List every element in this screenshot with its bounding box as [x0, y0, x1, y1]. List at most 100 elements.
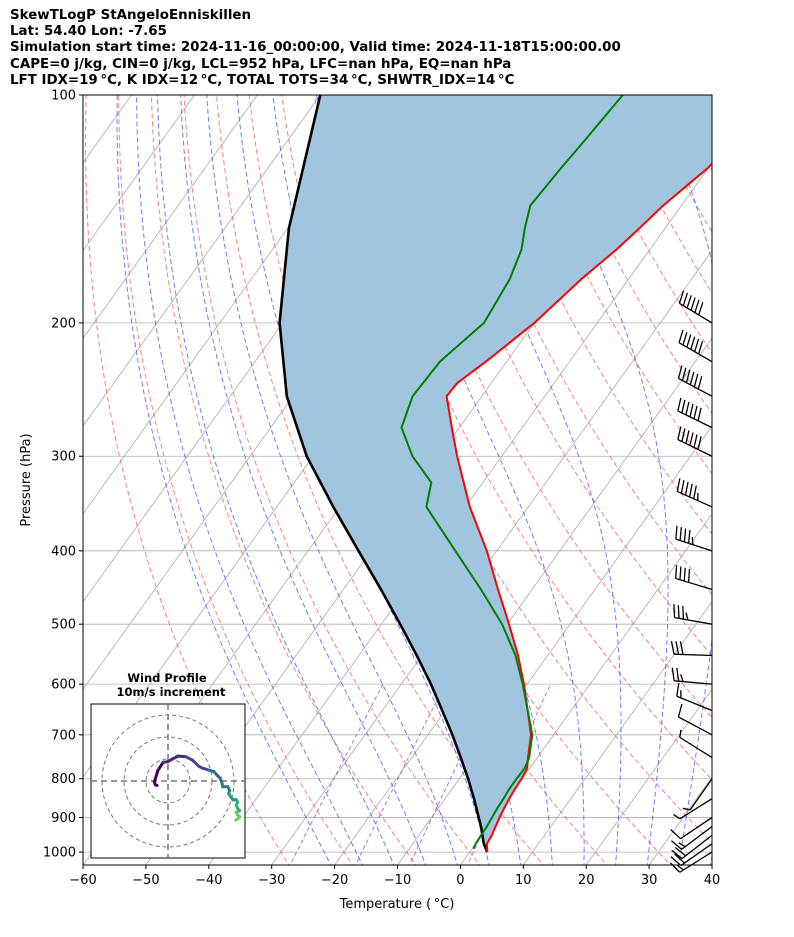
- barb-flag: [674, 853, 685, 864]
- hodograph-segment: [156, 760, 165, 772]
- barb-staff: [676, 695, 713, 712]
- barb-flag: [676, 682, 680, 697]
- barb-flag: [678, 842, 686, 848]
- barb-flag: [685, 430, 690, 444]
- y-tick-label: 100: [51, 89, 76, 104]
- wind-barb: [673, 604, 713, 625]
- barb-flag: [680, 480, 685, 494]
- moist-adiabat-line: [532, 95, 669, 865]
- hodograph-point: [161, 760, 165, 764]
- hodograph-segment: [152, 768, 160, 784]
- wind-barb: [670, 816, 713, 840]
- barb-flag: [684, 481, 689, 496]
- mixing-ratio-line: [355, 683, 446, 865]
- barb-flag: [686, 295, 692, 309]
- hodograph-point: [236, 813, 239, 817]
- y-tick-label: 700: [51, 728, 76, 743]
- moist-adiabat-line: [370, 95, 585, 865]
- hodograph-point: [228, 789, 232, 792]
- hodograph-title: Wind Profile: [127, 671, 207, 685]
- moist-adiabat-line: [206, 95, 458, 865]
- hodograph-ring: [123, 736, 213, 826]
- x-tick-label: −40: [195, 873, 222, 888]
- wind-barb: [676, 682, 713, 712]
- y-tick-label: 400: [51, 544, 76, 559]
- barb-staff: [674, 616, 713, 625]
- y-tick-label: 200: [51, 316, 76, 331]
- barb-flag: [689, 432, 694, 446]
- x-axis-label: Temperature ( °C): [339, 897, 455, 912]
- dry-adiabat-line: [672, 95, 712, 172]
- isotherm-line: [208, 162, 712, 865]
- x-tick-label: −60: [69, 873, 96, 888]
- barb-flag: [693, 485, 697, 499]
- barb-flag: [670, 829, 681, 840]
- barb-flag: [681, 428, 686, 442]
- wind-barb: [682, 778, 713, 811]
- dry-adiabat-line: [183, 95, 481, 865]
- moist-adiabat-line: [180, 95, 427, 865]
- chart-title: SkewTLogP StAngeloEnniskillen: [10, 8, 252, 23]
- barb-flag: [679, 566, 682, 580]
- x-tick-label: −20: [321, 873, 348, 888]
- moist-adiabat-line: [116, 95, 332, 865]
- hodograph-point: [184, 755, 188, 759]
- hodograph-ring: [145, 758, 191, 804]
- barb-flag: [679, 641, 684, 655]
- hodograph-point: [152, 780, 156, 784]
- x-tick-label: 10: [515, 873, 532, 888]
- x-tick-label: 20: [578, 873, 595, 888]
- y-tick-label: 1000: [43, 846, 76, 861]
- barb-staff: [675, 577, 713, 591]
- barb-flag: [677, 365, 683, 379]
- barb-flag: [690, 336, 696, 350]
- barb-flag: [697, 407, 702, 421]
- y-axis-label: Pressure (hPa): [19, 433, 34, 526]
- wind-barbs: [669, 290, 713, 873]
- barb-staff: [679, 302, 713, 324]
- isotherm-line: [83, 95, 321, 427]
- barb-flag: [675, 641, 680, 655]
- hodograph-point: [197, 764, 200, 768]
- hodograph-point: [234, 798, 238, 802]
- hodograph-point: [218, 777, 222, 780]
- isotherm-line: [0, 78, 18, 868]
- barb-staff: [689, 778, 713, 811]
- barb-flag: [689, 403, 694, 418]
- dry-adiabat-line: [118, 95, 354, 865]
- hodograph-point: [236, 800, 240, 804]
- y-tick-label: 800: [51, 772, 76, 787]
- wind-barb: [671, 825, 713, 850]
- barb-staff: [680, 843, 713, 867]
- barb-staff: [674, 680, 713, 685]
- moist-adiabat-line: [157, 95, 395, 865]
- barb-flag: [671, 840, 683, 850]
- hodograph-point: [236, 806, 239, 810]
- dry-adiabat-line: [216, 95, 545, 865]
- wind-barb: [678, 329, 713, 363]
- hodograph-point: [156, 769, 160, 772]
- barb-flag: [676, 667, 680, 682]
- cin-shading: [279, 95, 712, 853]
- barb-flag: [682, 807, 691, 811]
- barb-staff: [678, 377, 713, 397]
- dry-adiabat-line: [639, 95, 712, 233]
- barb-flag: [693, 434, 698, 448]
- barb-flag: [677, 397, 682, 412]
- hodograph-point: [234, 803, 238, 807]
- barb-staff: [677, 490, 713, 508]
- y-tick-label: 300: [51, 450, 76, 465]
- barb-flag: [694, 338, 700, 352]
- barb-flag: [688, 529, 691, 544]
- barb-flag: [688, 483, 693, 498]
- barb-staff: [679, 851, 713, 873]
- y-tick-label: 500: [51, 618, 76, 633]
- barb-flag: [678, 290, 685, 304]
- mixing-ratio-line: [409, 683, 497, 865]
- isotherm-line: [0, 78, 81, 868]
- barb-flag: [673, 813, 681, 820]
- barb-flag: [673, 604, 676, 618]
- isotherm-line: [459, 513, 712, 865]
- wind-barb: [678, 290, 713, 324]
- wind-barb: [670, 843, 713, 867]
